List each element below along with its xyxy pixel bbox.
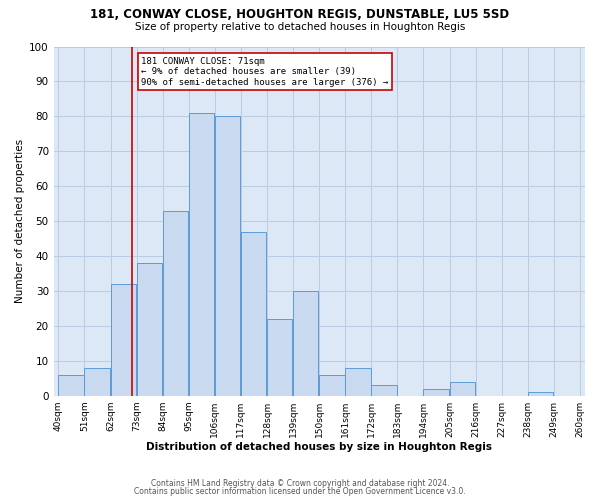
Bar [163, 210, 188, 396]
Text: Size of property relative to detached houses in Houghton Regis: Size of property relative to detached ho… [135, 22, 465, 32]
Bar [110, 284, 136, 396]
Text: Contains public sector information licensed under the Open Government Licence v3: Contains public sector information licen… [134, 487, 466, 496]
Text: Contains HM Land Registry data © Crown copyright and database right 2024.: Contains HM Land Registry data © Crown c… [151, 478, 449, 488]
Bar [319, 375, 344, 396]
Bar [371, 385, 397, 396]
Y-axis label: Number of detached properties: Number of detached properties [15, 139, 25, 303]
Text: 181 CONWAY CLOSE: 71sqm
← 9% of detached houses are smaller (39)
90% of semi-det: 181 CONWAY CLOSE: 71sqm ← 9% of detached… [142, 57, 389, 87]
Bar [345, 368, 371, 396]
Bar [449, 382, 475, 396]
Bar [293, 291, 319, 396]
Bar [528, 392, 553, 396]
Bar [241, 232, 266, 396]
Bar [424, 388, 449, 396]
Bar [85, 368, 110, 396]
Bar [267, 319, 292, 396]
Bar [58, 375, 84, 396]
Bar [215, 116, 240, 396]
Bar [137, 263, 162, 396]
Text: 181, CONWAY CLOSE, HOUGHTON REGIS, DUNSTABLE, LU5 5SD: 181, CONWAY CLOSE, HOUGHTON REGIS, DUNST… [91, 8, 509, 20]
Bar [189, 113, 214, 396]
X-axis label: Distribution of detached houses by size in Houghton Regis: Distribution of detached houses by size … [146, 442, 492, 452]
